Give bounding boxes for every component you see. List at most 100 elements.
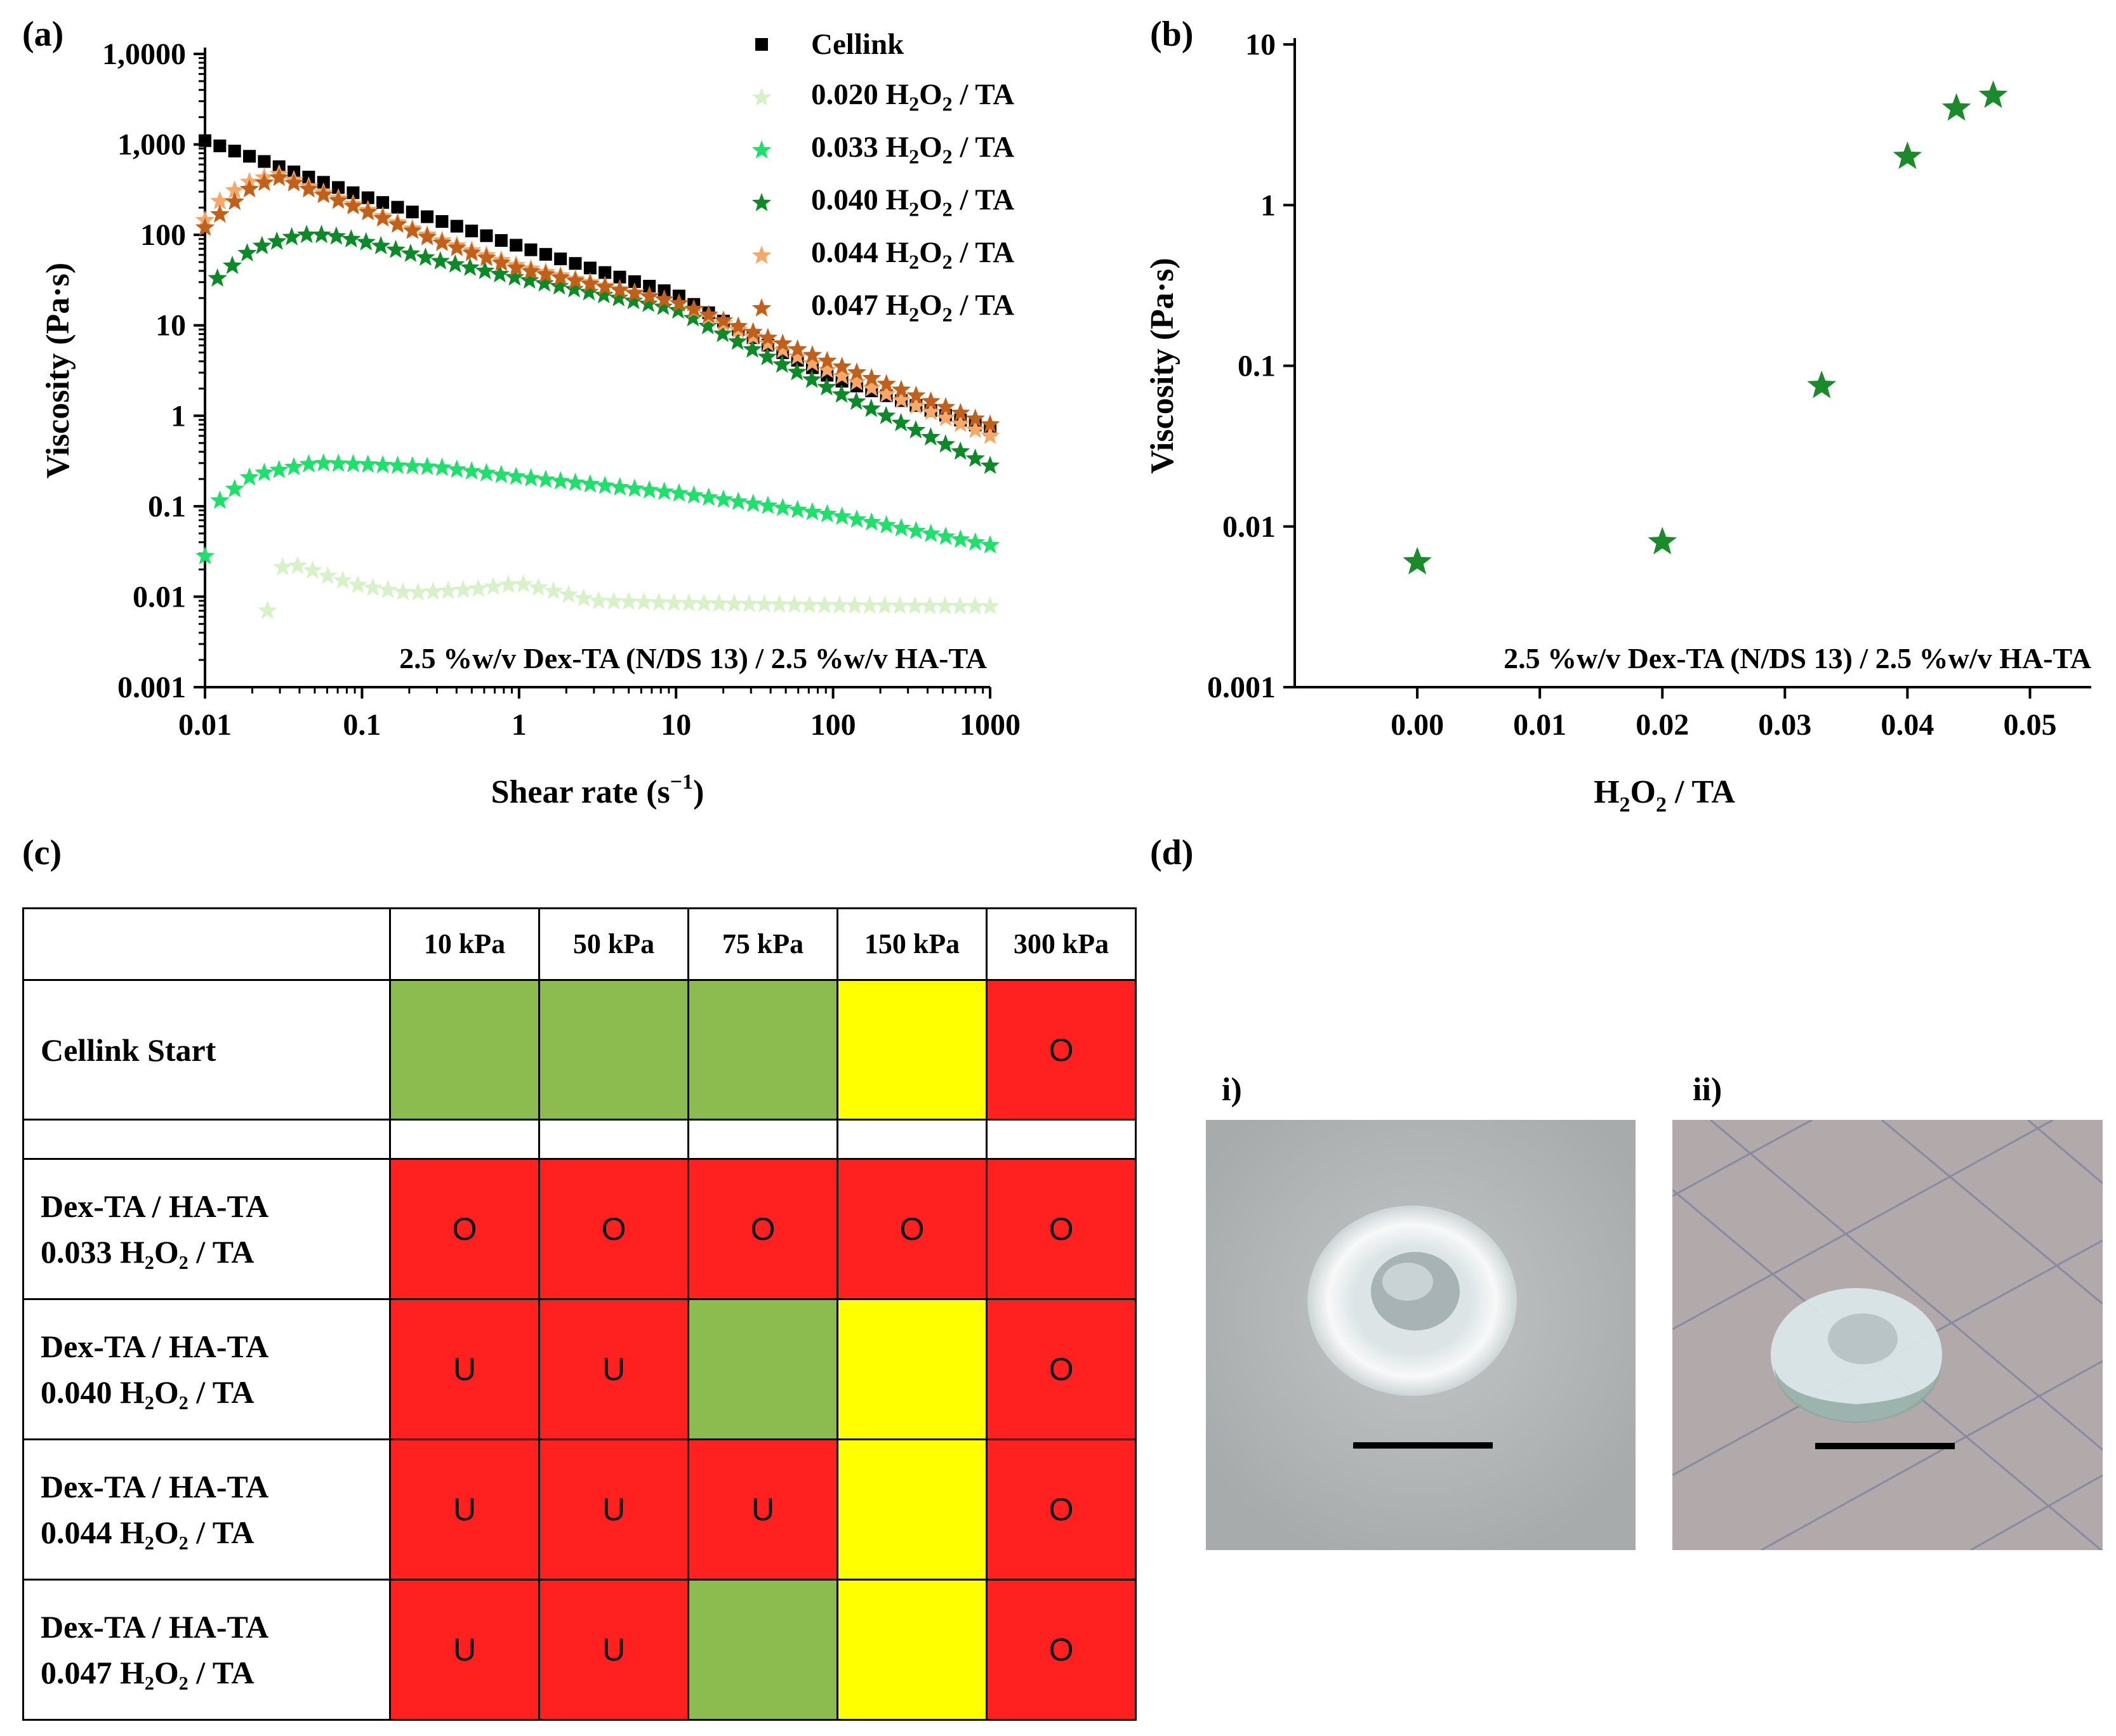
chart-a-point — [713, 489, 734, 508]
table-row: Dex-TA / HA-TA 0.044 H₂O₂ / TA U U U O — [22, 1438, 1137, 1581]
chart-a-point — [713, 324, 732, 343]
chart-b-x-label: H2O2 / TA — [1594, 774, 1735, 817]
chart-a-point — [391, 201, 404, 214]
chart-a-point — [980, 414, 1000, 433]
chart-a-point — [802, 502, 823, 520]
chart-a-point — [832, 357, 852, 375]
chart-b-point — [1978, 80, 2008, 109]
chart-a-point — [845, 595, 864, 614]
chart-a-series-5 — [195, 168, 1000, 433]
chart-a-point — [559, 584, 579, 603]
chart-a-point — [252, 235, 272, 254]
chart-a-y-tick-label: 1,000 — [117, 128, 186, 162]
legend-label: 0.044 H2O2 / TA — [811, 236, 1015, 273]
chart-a-y-label: Viscosity (Pa·s) — [40, 263, 76, 478]
chart-a-point — [284, 457, 304, 476]
chart-a-point — [284, 173, 304, 192]
chart-a-point — [506, 466, 526, 485]
chart-a-point — [421, 210, 434, 223]
chart-a-point — [921, 427, 941, 446]
chart-a-point — [317, 176, 330, 189]
chart-a-point — [328, 190, 348, 209]
chart-a-point — [371, 235, 391, 254]
chart-a-point — [554, 253, 567, 266]
chart-a-point — [758, 333, 778, 352]
chart-a-point — [446, 254, 465, 273]
table-spacer-cell — [538, 1119, 689, 1160]
chart-a-point — [713, 310, 734, 329]
chart-a-point — [817, 360, 837, 378]
table-row: Dex-TA / HA-TA 0.040 H₂O₂ / TA U U O — [22, 1298, 1137, 1440]
chart-a-point — [255, 173, 274, 191]
chart-a-point — [638, 294, 658, 312]
table-cell: O — [986, 1579, 1137, 1721]
chart-a-point — [534, 273, 554, 292]
panel-label-c: (c) — [22, 833, 62, 872]
chart-a-legend: Cellink 0.020 H2O2 / TA 0.033 H2O2 / TA 0.0… — [736, 18, 1014, 334]
chart-a-point — [477, 463, 496, 482]
photo-ii — [1672, 1120, 2103, 1550]
chart-a-point — [965, 448, 985, 467]
chart-a-point — [303, 560, 322, 579]
chart-a-point — [830, 595, 849, 614]
table-cell: O — [687, 1158, 838, 1300]
chart-a-point — [453, 579, 473, 598]
chart-a-point — [951, 441, 970, 460]
panel-label-d: (d) — [1150, 833, 1194, 872]
chart-a-point — [348, 575, 367, 594]
chart-a-y-tick-label: 0.001 — [117, 671, 186, 704]
chart-a-point — [299, 179, 319, 198]
chart-a-point — [267, 231, 287, 250]
chart-a-point — [269, 168, 289, 187]
chart-a-point — [654, 482, 674, 501]
chart-a-point — [684, 299, 704, 318]
chart-a-point — [921, 402, 941, 421]
chart-a-point — [402, 456, 422, 475]
chart-a-point — [595, 277, 615, 296]
chart-b-annotation: 2.5 %w/v Dex-TA (N/DS 13) / 2.5 %w/v HA-… — [1504, 642, 2091, 674]
chart-a-point — [788, 339, 807, 358]
chart-a-point — [484, 576, 503, 595]
chart-a-point — [480, 229, 493, 242]
chart-a-point — [490, 264, 510, 283]
chart-a-point — [314, 185, 333, 204]
chart-a-point — [773, 333, 793, 352]
chart-a-point — [619, 591, 638, 610]
chart-a-x-tick-label: 0.1 — [343, 708, 381, 742]
table-row: Cellink Start O — [22, 979, 1137, 1121]
chart-b-x-tick-label: 0.02 — [1636, 708, 1689, 742]
chart-a-point — [343, 454, 363, 473]
table-cell: O — [836, 1158, 988, 1300]
chart-a-point — [769, 595, 790, 613]
table-cell: U — [538, 1298, 689, 1440]
table-row-label: Dex-TA / HA-TA 0.040 H₂O₂ / TA — [22, 1298, 391, 1440]
chart-b-point — [1648, 527, 1677, 555]
chart-a-point — [727, 331, 748, 350]
chart-a-point — [208, 268, 227, 287]
table-cell: U — [389, 1438, 540, 1581]
table-cell: O — [986, 1438, 1137, 1581]
chart-a-point — [388, 456, 407, 474]
legend-marker — [755, 37, 768, 51]
chart-a-point — [195, 546, 215, 565]
chart-a-point — [802, 345, 823, 364]
chart-a-point — [536, 470, 555, 489]
chart-a-point — [743, 339, 762, 358]
chart-b-x-tick-label: 0.01 — [1513, 708, 1566, 742]
chart-a-y-tick-label: 100 — [140, 218, 186, 252]
chart-a-point — [521, 261, 541, 280]
chart-a-point — [668, 300, 688, 319]
table-row-label: Dex-TA / HA-TA 0.044 H₂O₂ / TA — [22, 1438, 391, 1581]
chart-a-point — [847, 372, 867, 391]
chart-a-point — [539, 247, 552, 261]
chart-a-point — [772, 354, 792, 373]
chart-a-point — [347, 186, 360, 199]
chart-a-x-tick-label: 0.01 — [178, 708, 232, 742]
chart-a-point — [543, 581, 564, 600]
chart-a-point — [891, 379, 911, 398]
chart-a-point — [876, 405, 896, 424]
chart-a-point — [743, 494, 763, 512]
photo-i — [1206, 1120, 1636, 1550]
chart-a-point — [328, 453, 348, 472]
chart-a-point — [906, 395, 926, 414]
